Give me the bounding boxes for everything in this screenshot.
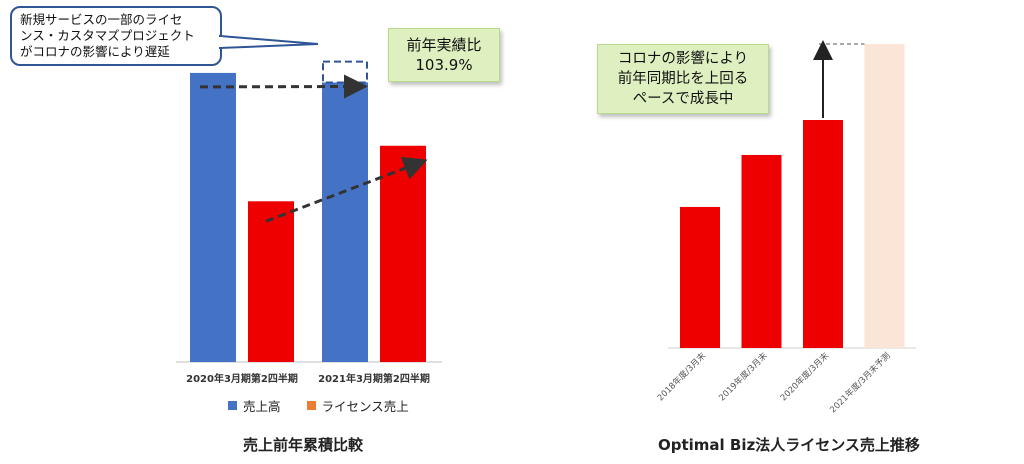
right-bar-3: [864, 44, 905, 348]
legend-swatch-license: [306, 401, 316, 410]
growth-note: コロナの影響により 前年同期比を上回る ペースで成長中: [597, 44, 769, 114]
callout-line-3: がコロナの影響により遅延: [20, 44, 170, 59]
left-bar-sales-1: [322, 82, 368, 362]
left-x-tick-1: 2021年3月期第2四半期: [318, 372, 430, 385]
legend-label-sales: 売上高: [243, 399, 281, 414]
legend-label-license: ライセンス売上: [321, 399, 409, 414]
legend-swatch-sales: [228, 401, 237, 410]
left-bar-license-1: [380, 145, 426, 362]
left-bar-license-0: [248, 201, 294, 362]
note-line-2: 前年同期比を上回る: [617, 71, 749, 87]
right-x-tick-0: 2018年度/3月末: [655, 350, 708, 403]
right-bar-0: [680, 206, 720, 348]
ratio-label: 前年実績比 103.9%: [388, 28, 500, 82]
left-x-tick-0: 2020年3月期第2四半期: [186, 372, 298, 385]
note-line-3: ペースで成長中: [632, 91, 734, 107]
ratio-label-line-2: 103.9%: [415, 56, 473, 74]
ratio-label-line-1: 前年実績比: [406, 36, 482, 54]
right-bar-1: [741, 154, 782, 348]
callout-line-1: 新規サービスの一部のライセ: [20, 12, 183, 27]
right-chart-caption: Optimal Biz法人ライセンス売上推移: [658, 436, 920, 454]
right-x-tick-2: 2020年度/3月末: [778, 350, 831, 403]
expected-sales-box: [322, 60, 368, 84]
right-x-tick-1: 2019年度/3月末: [717, 350, 770, 403]
left-legend: 売上高 ライセンス売上: [228, 396, 409, 415]
right-x-tick-3: 2021年度/3月末予測: [828, 350, 893, 415]
right-bar-2: [803, 120, 843, 348]
license-trend-arrow: [265, 156, 428, 223]
callout-line-2: ンス・カスタマズプロジェクト: [20, 28, 195, 43]
note-line-1: コロナの影響により: [617, 51, 749, 67]
left-chart-caption: 売上前年累積比較: [243, 436, 364, 454]
left-bar-sales-0: [190, 72, 236, 362]
delay-callout: 新規サービスの一部のライセ ンス・カスタマズプロジェクト がコロナの影響により遅…: [10, 6, 222, 66]
